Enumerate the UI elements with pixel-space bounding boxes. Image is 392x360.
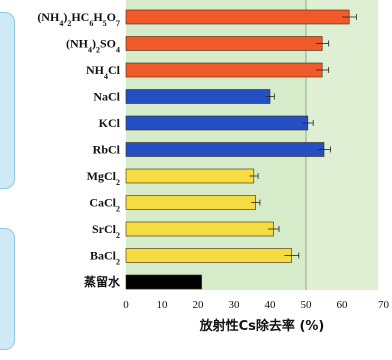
bar-water xyxy=(125,274,202,290)
bar-amm_citrate xyxy=(125,9,350,25)
bar-kcl xyxy=(125,115,309,131)
category-label-kcl: KCl xyxy=(99,116,121,130)
x-tick-label: 70 xyxy=(378,299,390,311)
x-tick-labels: 0 10 20 30 40 50 60 70 xyxy=(123,299,389,311)
bar-nacl xyxy=(125,89,271,104)
callout-bubble-bottom xyxy=(0,228,15,350)
bar-bacl2 xyxy=(125,248,292,263)
x-tick-label: 40 xyxy=(265,299,277,311)
category-labels: (NH4)2HC6H5O7 (NH4)2SO4 NH4Cl NaCl KCl RbCl Mg… xyxy=(37,10,121,289)
bar-cacl2 xyxy=(125,195,256,210)
category-label-bacl2: BaCl2 xyxy=(90,249,120,267)
x-axis-title: 放射性Cs除去率 (%) xyxy=(199,318,325,334)
category-label-cacl2: CaCl2 xyxy=(89,196,120,214)
x-tick-label: 60 xyxy=(337,299,349,311)
x-tick-label: 0 xyxy=(123,299,129,311)
category-label-srcl2: SrCl2 xyxy=(92,222,120,240)
x-tick-label: 30 xyxy=(229,299,241,311)
category-label-nacl: NaCl xyxy=(93,90,120,104)
callout-bubble-top xyxy=(0,12,15,189)
category-label-amm_chloride: NH4Cl xyxy=(86,63,121,81)
bar-rbcl xyxy=(125,142,325,157)
bars-layer xyxy=(125,9,357,290)
bar-amm_sulfate xyxy=(125,36,323,51)
x-tick-label: 50 xyxy=(301,299,313,311)
bar-mgcl2 xyxy=(125,168,255,184)
category-label-rbcl: RbCl xyxy=(93,143,121,157)
category-label-amm_citrate: (NH4)2HC6H5O7 xyxy=(37,10,120,28)
bar-amm_chloride xyxy=(125,62,323,78)
bar-srcl2 xyxy=(125,221,274,237)
category-label-water: 蒸留水 xyxy=(84,274,121,289)
x-tick-label: 20 xyxy=(193,299,205,311)
x-tick-label: 10 xyxy=(157,299,169,311)
category-label-mgcl2: MgCl2 xyxy=(87,169,120,187)
category-label-amm_sulfate: (NH4)2SO4 xyxy=(66,37,120,55)
